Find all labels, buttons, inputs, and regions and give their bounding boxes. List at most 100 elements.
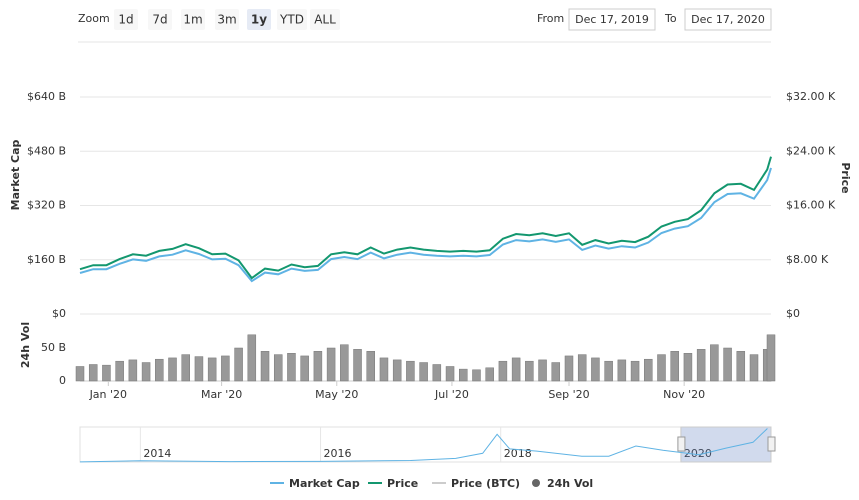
zoom-button[interactable]: 3m [215, 9, 239, 30]
volume-bar [617, 359, 627, 382]
to-input[interactable] [684, 8, 772, 31]
volume-bar [644, 358, 653, 382]
volume-bar [670, 351, 679, 382]
navigator-selection[interactable] [680, 426, 772, 463]
volume-bar [155, 358, 164, 382]
zoom-button-bg[interactable] [215, 9, 239, 30]
volume-bar [511, 357, 521, 382]
zoom-button[interactable]: YTD [277, 9, 307, 30]
volume-bar [273, 354, 283, 382]
volume-bar [194, 356, 204, 382]
legend-item[interactable]: Price [368, 477, 418, 490]
y-tick-label: $160 B [27, 253, 66, 266]
navigator-frame [79, 426, 772, 463]
zoom-button-bg[interactable] [247, 9, 271, 30]
legend-symbol[interactable] [532, 479, 540, 487]
zoom-button[interactable]: ALL [310, 9, 340, 30]
zoom-button-bg[interactable] [310, 9, 340, 30]
volume-bar [221, 355, 230, 382]
volume-bar [366, 351, 375, 382]
to-value[interactable]: Dec 17, 2020 [691, 13, 765, 26]
legend-item[interactable]: 24h Vol [532, 477, 593, 490]
navigator-tick-label: 2018 [504, 447, 532, 460]
volume-bar [326, 347, 336, 382]
zoom-button[interactable]: 1m [181, 9, 205, 30]
volume-bar [406, 360, 415, 382]
zoom-label: Zoom [78, 12, 110, 25]
volume-bar [115, 360, 124, 382]
volume-bar [551, 362, 561, 382]
x-tick-label: Jul '20 [434, 388, 469, 401]
navigator-handle[interactable] [767, 436, 776, 452]
zoom-button-label[interactable]: 1y [251, 13, 267, 27]
navigator-tick-label: 2016 [324, 447, 352, 460]
volume-bar [604, 360, 613, 382]
y2-tick-label: $32.00 K [786, 90, 836, 103]
legend-label[interactable]: Market Cap [289, 477, 360, 490]
legend-label[interactable]: 24h Vol [547, 477, 593, 490]
volume-bar [766, 334, 776, 382]
zoom-button-bg[interactable] [148, 9, 172, 30]
volume-bar [525, 360, 534, 382]
volume-tick-label: 50 B [41, 341, 66, 354]
y2-tick-label: $8.00 K [786, 253, 829, 266]
navigator-tick-label: 2020 [684, 447, 712, 460]
volume-bar [88, 364, 98, 382]
navigator-tick-label: 2014 [143, 447, 171, 460]
zoom-button-label[interactable]: 3m [217, 13, 236, 27]
volume-bar [419, 362, 428, 382]
volume-tick-label: 0 [59, 374, 66, 387]
volume-bar [287, 353, 296, 382]
volume-bar [141, 362, 151, 382]
legend-item[interactable]: Market Cap [270, 477, 360, 490]
zoom-button-bg[interactable] [114, 9, 138, 30]
volume-bar [247, 334, 257, 382]
legend-label[interactable]: Price [387, 477, 418, 490]
from-input[interactable] [568, 8, 656, 31]
volume-bar [749, 354, 759, 382]
zoom-button-label[interactable]: 7d [152, 13, 167, 27]
y-tick-label: $480 B [27, 144, 66, 157]
volume-bar [657, 354, 666, 382]
zoom-button-bg[interactable] [277, 9, 307, 30]
volume-bar [207, 357, 217, 382]
volume-bar [736, 351, 746, 382]
volume-bar [630, 360, 640, 382]
zoom-button-label[interactable]: YTD [279, 13, 304, 27]
volume-bar [75, 366, 85, 382]
zoom-button-label[interactable]: 1d [118, 13, 133, 27]
zoom-button-label[interactable]: ALL [314, 13, 336, 27]
zoom-button[interactable]: 1d [114, 9, 138, 30]
zoom-button[interactable]: 1y [247, 9, 271, 30]
y-tick-label: $0 [52, 307, 66, 320]
zoom-button[interactable]: 7d [148, 9, 172, 30]
x-tick-label: Jan '20 [89, 388, 127, 401]
x-tick-label: Nov '20 [663, 388, 705, 401]
volume-bar [102, 364, 111, 382]
volume-bar [300, 355, 309, 382]
y-tick-label: $320 B [27, 199, 66, 212]
volume-bar [459, 368, 468, 382]
y2-tick-label: $16.00 K [786, 199, 836, 212]
volume-bar [683, 353, 693, 382]
zoom-button-label[interactable]: 1m [183, 13, 202, 27]
volume-bar [498, 360, 508, 382]
volume-bar [168, 357, 177, 382]
navigator-handle[interactable] [677, 436, 686, 452]
zoom-button-bg[interactable] [181, 9, 205, 30]
from-label: From [537, 12, 564, 25]
legend-label[interactable]: Price (BTC) [451, 477, 520, 490]
series-line [79, 167, 772, 283]
y2-axis-title: Price [839, 162, 852, 193]
from-value[interactable]: Dec 17, 2019 [575, 13, 649, 26]
series-line [79, 156, 772, 280]
legend-item[interactable]: Price (BTC) [432, 477, 520, 490]
volume-axis-title: 24h Vol [19, 322, 32, 368]
y2-tick-label: $24.00 K [786, 144, 836, 157]
volume-bar [379, 357, 389, 382]
volume-bar [432, 364, 442, 382]
x-tick-label: May '20 [315, 388, 358, 401]
volume-bar [577, 354, 587, 382]
